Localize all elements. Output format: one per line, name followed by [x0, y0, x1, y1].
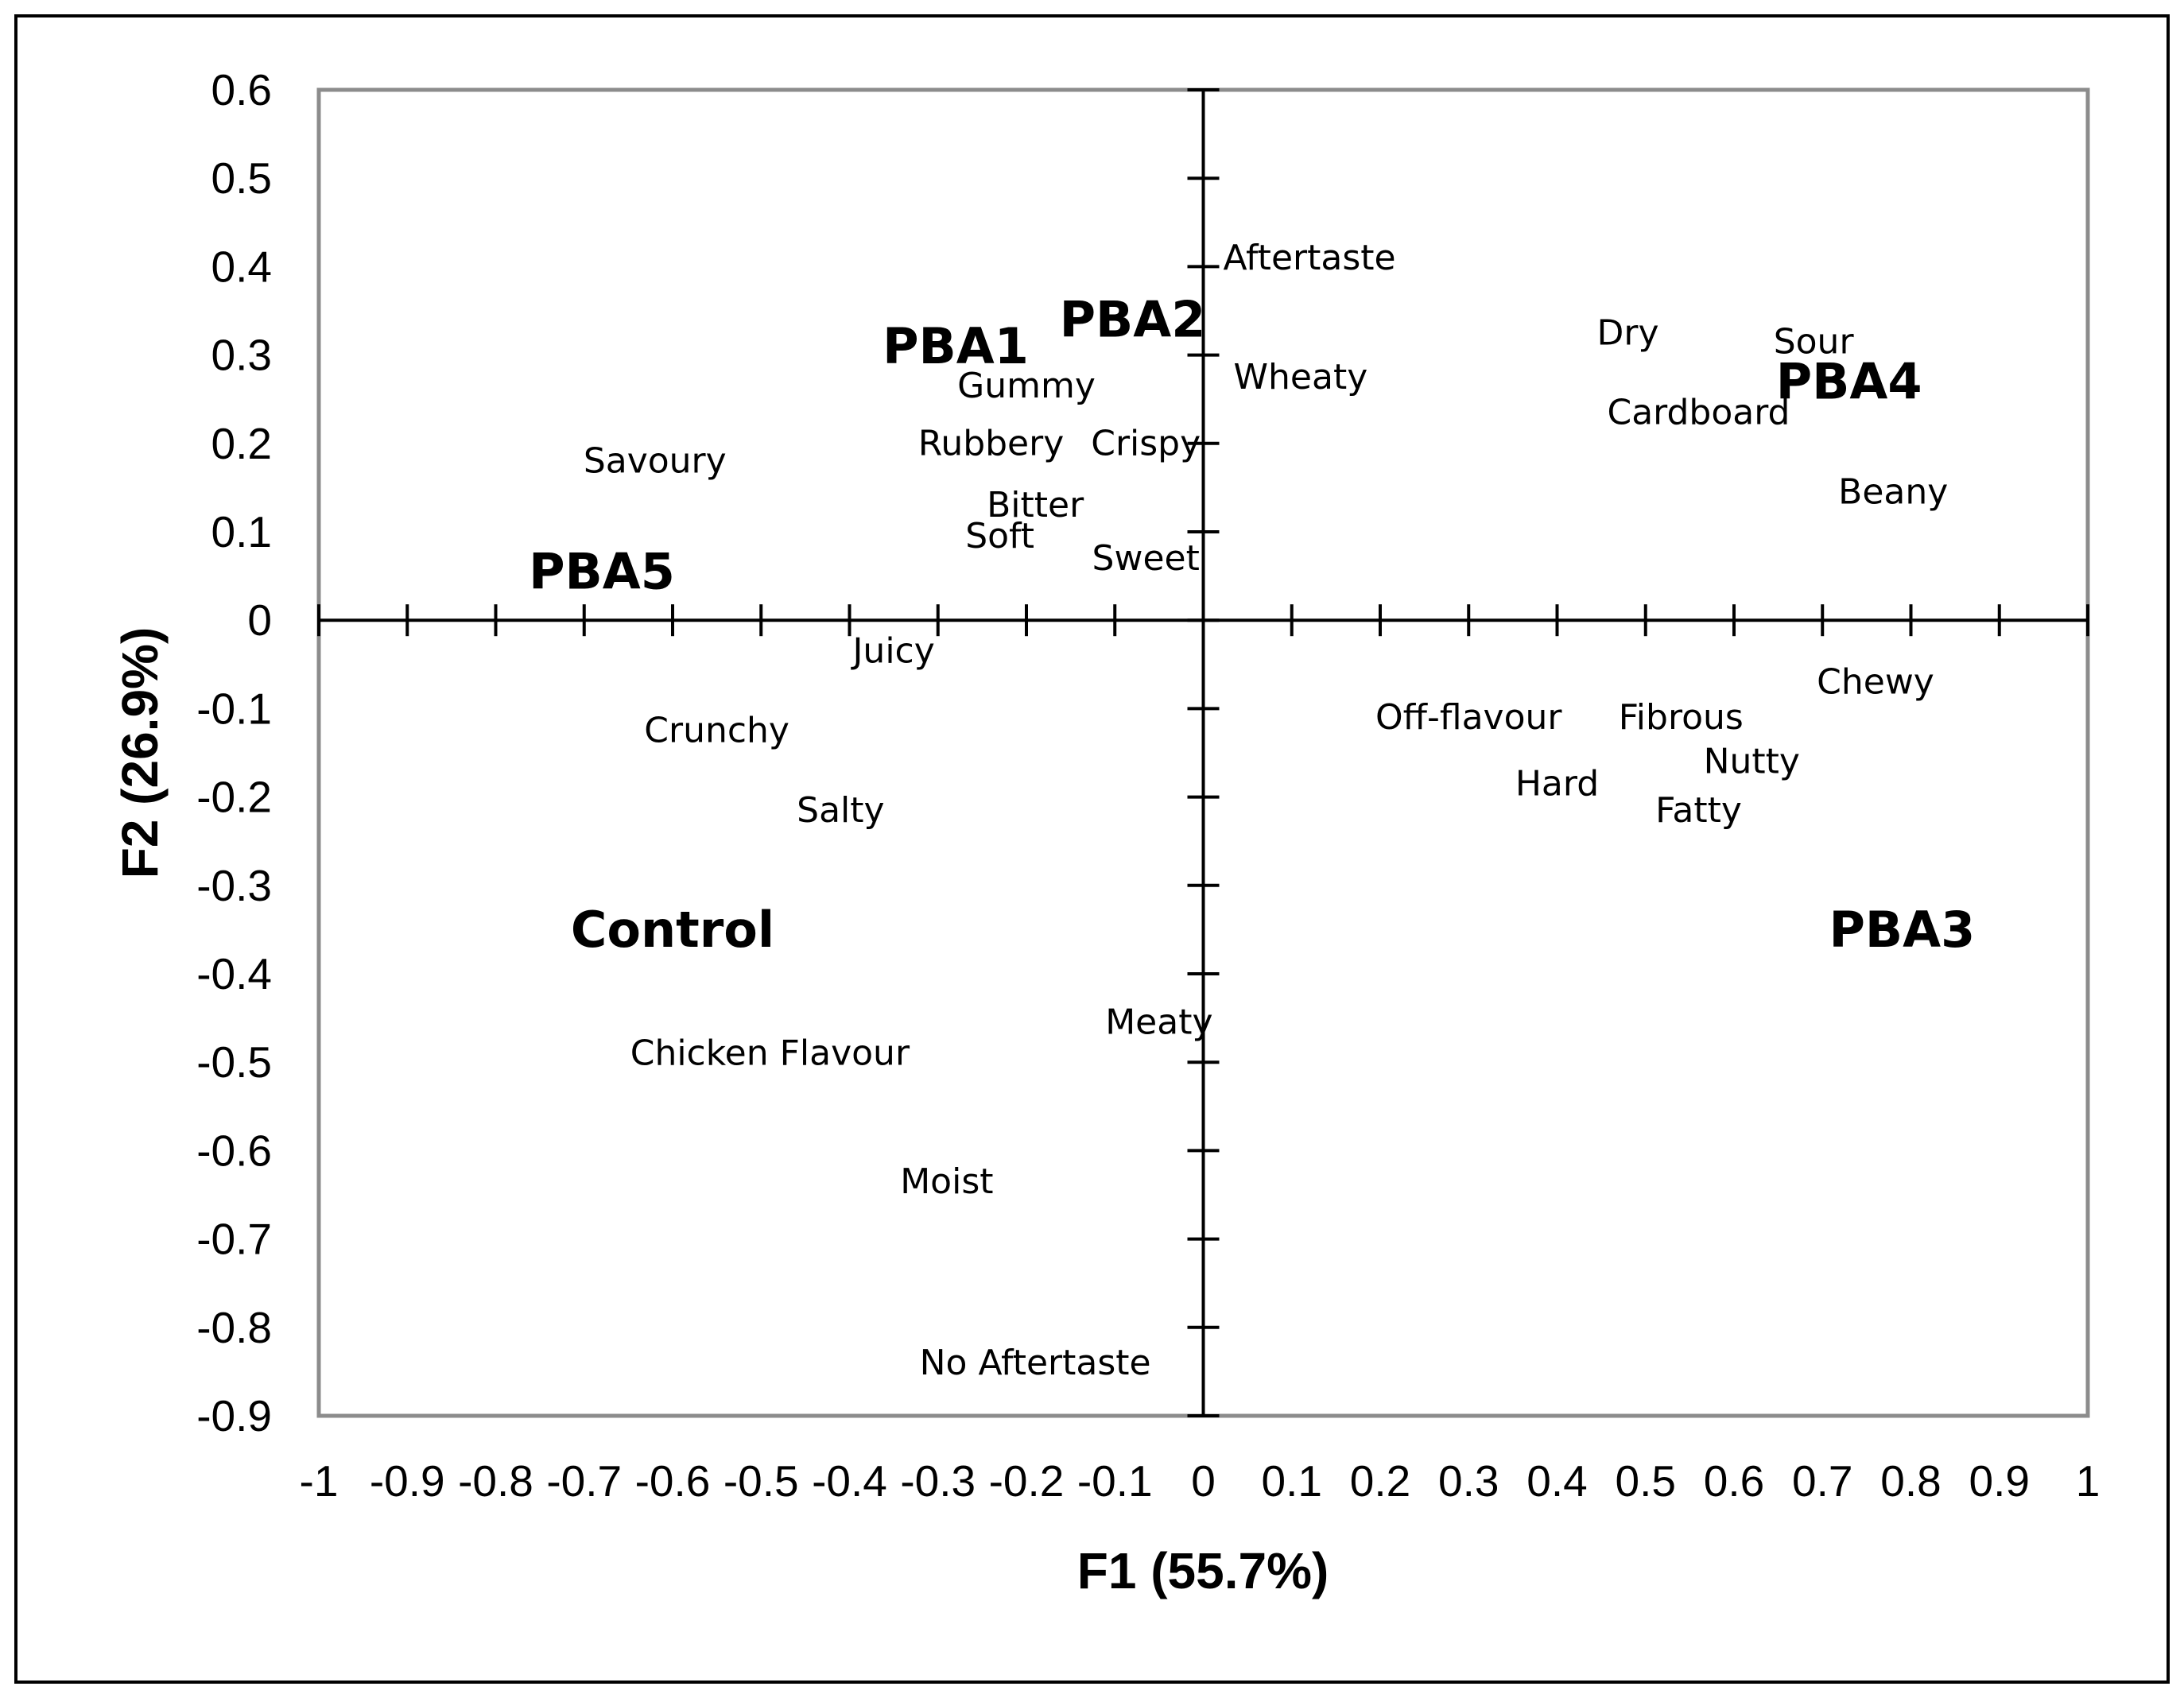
y-tick-label: 0.4 [211, 242, 272, 291]
y-tick-label: -0.2 [196, 773, 272, 822]
y-tick-label: -0.4 [196, 949, 272, 998]
y-tick-label: 0.1 [211, 507, 272, 556]
y-axis-title: F2 (26.9%) [111, 627, 169, 879]
x-tick-label: 0.3 [1438, 1456, 1499, 1506]
x-tick-label: -0.5 [723, 1456, 799, 1506]
x-tick-label: 0.5 [1616, 1456, 1676, 1506]
attribute-point-label: Aftertaste [1223, 238, 1395, 278]
attribute-point-label: Off-flavour [1375, 697, 1562, 738]
attribute-point-label: Wheaty [1234, 357, 1368, 397]
sample-point-label: PBA2 [1060, 291, 1206, 349]
point-labels-layer: PBA1 PBA2 PBA4 PBA5 Control PBA3 Aftertaste Whe… [529, 238, 1975, 1383]
attribute-point-label: Moist [900, 1161, 993, 1202]
sample-point-label: Control [571, 901, 774, 959]
y-tick-label: -0.6 [196, 1126, 272, 1175]
attribute-point-label: Sweet [1092, 538, 1200, 579]
x-tick-label: 0.6 [1704, 1456, 1764, 1506]
x-tick-label: 0.8 [1880, 1456, 1941, 1506]
y-tick-label: -0.5 [196, 1037, 272, 1087]
x-tick-label: 0.2 [1350, 1456, 1410, 1506]
attribute-point-label: No Aftertaste [920, 1343, 1151, 1383]
sample-point-label: PBA3 [1829, 901, 1975, 959]
sample-point-label: PBA1 [883, 317, 1029, 375]
attribute-point-label: Chewy [1817, 662, 1934, 703]
x-tick-label: 0.1 [1262, 1456, 1322, 1506]
x-tick-label: 0.7 [1792, 1456, 1852, 1506]
attribute-point-label: Gummy [957, 366, 1096, 406]
y-tick-label: 0.2 [211, 419, 272, 468]
x-tick-label: -0.1 [1077, 1456, 1153, 1506]
attribute-point-label: Fibrous [1619, 697, 1744, 738]
y-tick-label: 0.5 [211, 153, 272, 203]
attribute-point-label: Dry [1596, 312, 1658, 353]
sample-point-label: PBA4 [1776, 352, 1922, 410]
x-tick-label: -0.9 [370, 1456, 445, 1506]
x-tick-label: -0.2 [989, 1456, 1065, 1506]
y-tick-label: -0.8 [196, 1303, 272, 1352]
attribute-point-label: Soft [965, 516, 1034, 556]
attribute-point-label: Crunchy [644, 711, 789, 751]
attribute-point-label: Crispy [1091, 423, 1201, 463]
attribute-point-label: Savoury [584, 441, 727, 482]
attribute-point-label: Salty [797, 790, 884, 831]
axes-layer: -1 -0.9 -0.8 -0.7 -0.6 -0.5 -0.4 -0.3 -0.2 -0.1 0 0… [196, 65, 2100, 1506]
attribute-point-label: Hard [1515, 763, 1599, 804]
attribute-point-label: Fatty [1655, 790, 1742, 831]
x-tick-label: -0.6 [635, 1456, 711, 1506]
attribute-point-label: Nutty [1704, 742, 1800, 782]
y-tick-label: -0.7 [196, 1215, 272, 1264]
x-tick-label: 1 [2076, 1456, 2101, 1506]
y-tick-label: 0 [247, 595, 272, 645]
attribute-point-label: Juicy [850, 631, 934, 672]
x-axis-title: F1 (55.7%) [1077, 1542, 1329, 1599]
attribute-point-label: Rubbery [918, 423, 1065, 463]
x-tick-label: -0.3 [900, 1456, 976, 1506]
y-tick-label: -0.3 [196, 861, 272, 910]
y-tick-label: -0.1 [196, 684, 272, 733]
x-tick-label: 0.9 [1969, 1456, 2030, 1506]
x-tick-label: 0.4 [1526, 1456, 1587, 1506]
x-tick-label: 0 [1191, 1456, 1216, 1506]
attribute-point-label: Meaty [1105, 1002, 1212, 1043]
attribute-point-label: Cardboard [1608, 392, 1790, 432]
x-tick-label: -0.7 [546, 1456, 622, 1506]
attribute-point-label: Sour [1774, 321, 1855, 362]
y-tick-label: 0.3 [211, 331, 272, 380]
attribute-point-label: Bitter [987, 485, 1084, 525]
sample-point-label: PBA5 [529, 543, 675, 601]
x-tick-label: -0.4 [812, 1456, 887, 1506]
attribute-point-label: Beany [1838, 471, 1948, 512]
x-tick-label: -1 [300, 1456, 339, 1506]
attribute-point-label: Chicken Flavour [630, 1033, 910, 1074]
y-tick-label: -0.9 [196, 1391, 272, 1440]
x-tick-label: -0.8 [458, 1456, 533, 1506]
y-tick-label: 0.6 [211, 65, 272, 114]
